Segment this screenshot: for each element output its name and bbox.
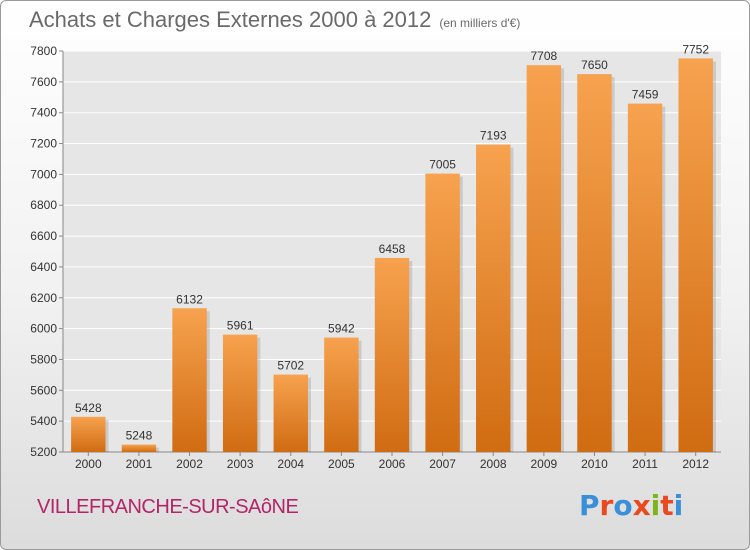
- bar-value-label: 6458: [379, 242, 406, 256]
- bar-value-label: 7650: [581, 58, 608, 72]
- y-tick-label: 5800: [30, 352, 57, 366]
- x-tick-label: 2005: [328, 457, 355, 471]
- logo-letter: r: [599, 489, 614, 522]
- bar: [273, 374, 308, 452]
- proxiti-logo: Proxiti: [579, 489, 683, 522]
- bar: [121, 444, 157, 452]
- bar: [374, 257, 410, 452]
- bar-value-label: 6132: [176, 292, 203, 306]
- bar-value-label: 5428: [75, 401, 102, 415]
- bar-value-label: 7708: [530, 49, 557, 63]
- bar: [678, 58, 713, 452]
- chart-title: Achats et Charges Externes 2000 à 2012 (e…: [29, 7, 520, 33]
- y-tick-label: 6600: [30, 229, 57, 243]
- y-tick-label: 6200: [30, 291, 57, 305]
- bar: [526, 65, 562, 452]
- x-tick-label: 2004: [277, 457, 304, 471]
- bar-value-label: 5942: [328, 322, 355, 336]
- y-tick-label: 7000: [30, 167, 57, 181]
- y-tick-label: 5200: [30, 445, 57, 459]
- bar: [172, 308, 207, 452]
- title-text: Achats et Charges Externes 2000 à 2012: [29, 7, 432, 32]
- logo-letter: o: [613, 489, 633, 522]
- x-tick-label: 2007: [429, 457, 456, 471]
- y-tick-label: 5400: [30, 414, 57, 428]
- bar: [222, 334, 258, 452]
- bar: [425, 173, 460, 452]
- y-tick-label: 7600: [30, 75, 57, 89]
- x-tick-label: 2012: [682, 457, 709, 471]
- x-tick-label: 2010: [581, 457, 608, 471]
- bar-value-label: 7752: [682, 42, 709, 56]
- bar: [627, 103, 663, 453]
- bar-value-label: 5961: [227, 319, 254, 333]
- bar-value-label: 7005: [429, 158, 456, 172]
- x-tick-label: 2008: [480, 457, 507, 471]
- bar: [577, 74, 612, 452]
- logo-letter: i: [650, 489, 661, 522]
- logo-letter: x: [632, 489, 651, 522]
- y-tick-label: 7200: [30, 137, 57, 151]
- y-tick-label: 6000: [30, 322, 57, 336]
- bar-value-label: 7459: [632, 88, 659, 102]
- y-tick-label: 7400: [30, 106, 57, 120]
- logo-letter: P: [579, 489, 600, 522]
- bar-value-label: 7193: [480, 129, 507, 143]
- x-tick-label: 2003: [227, 457, 254, 471]
- title-unit: (en milliers d'€): [439, 16, 521, 30]
- x-tick-label: 2009: [530, 457, 557, 471]
- bar: [476, 144, 511, 452]
- y-tick-label: 6400: [30, 260, 57, 274]
- bar: [324, 337, 359, 452]
- city-name: VILLEFRANCHE-SUR-SAôNE: [37, 496, 299, 518]
- x-tick-label: 2006: [379, 457, 406, 471]
- logo-letter: t: [660, 489, 674, 522]
- y-tick-label: 5600: [30, 383, 57, 397]
- y-tick-label: 6800: [30, 198, 57, 212]
- bar-value-label: 5248: [126, 429, 153, 443]
- y-tick-label: 7800: [30, 44, 57, 58]
- bar: [71, 416, 106, 452]
- bar-value-label: 5702: [277, 359, 304, 373]
- x-tick-label: 2002: [176, 457, 203, 471]
- logo-letter: i: [673, 489, 684, 522]
- x-tick-label: 2001: [126, 457, 153, 471]
- x-tick-label: 2000: [75, 457, 102, 471]
- x-tick-label: 2011: [632, 457, 658, 471]
